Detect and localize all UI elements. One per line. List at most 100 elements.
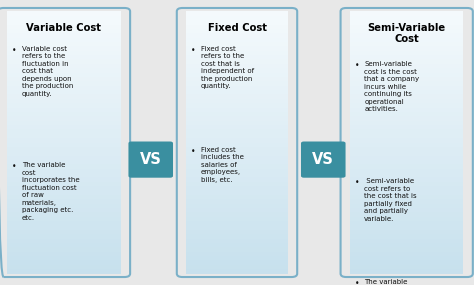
Bar — [8, 203, 120, 208]
Bar — [350, 229, 463, 234]
Bar — [186, 20, 288, 25]
Bar — [8, 76, 120, 81]
Bar — [350, 98, 463, 103]
Bar — [8, 125, 120, 129]
Text: VS: VS — [140, 152, 162, 167]
Bar — [8, 28, 120, 33]
Bar — [8, 251, 120, 256]
Bar — [8, 234, 120, 239]
Bar — [186, 50, 288, 55]
Bar — [350, 107, 463, 112]
Bar — [186, 194, 288, 199]
Bar — [8, 142, 120, 147]
Bar — [350, 251, 463, 256]
Bar — [8, 94, 120, 99]
Bar — [350, 243, 463, 247]
Bar — [350, 59, 463, 64]
Bar — [186, 142, 288, 147]
Bar — [350, 247, 463, 252]
Bar — [186, 269, 288, 274]
Bar — [8, 216, 120, 221]
Bar — [186, 138, 288, 142]
Bar — [186, 151, 288, 156]
Bar — [350, 186, 463, 191]
Bar — [186, 68, 288, 73]
Bar — [8, 50, 120, 55]
Bar — [8, 120, 120, 125]
Bar — [186, 238, 288, 243]
Bar — [350, 125, 463, 129]
Bar — [8, 146, 120, 151]
Bar — [186, 260, 288, 265]
Text: Fixed cost
includes the
salaries of
employees,
bills, etc.: Fixed cost includes the salaries of empl… — [201, 147, 243, 183]
Bar — [350, 103, 463, 107]
Bar — [350, 76, 463, 81]
Bar — [186, 116, 288, 121]
Text: VS: VS — [312, 152, 334, 167]
Bar — [186, 181, 288, 186]
Bar — [350, 120, 463, 125]
Bar — [8, 221, 120, 225]
Bar — [350, 133, 463, 138]
Bar — [8, 20, 120, 25]
Bar — [350, 203, 463, 208]
Bar — [186, 221, 288, 225]
Bar — [186, 24, 288, 29]
Bar — [350, 212, 463, 217]
Bar — [8, 15, 120, 20]
Text: Fixed Cost: Fixed Cost — [208, 23, 266, 33]
Bar — [186, 103, 288, 107]
Bar — [8, 151, 120, 156]
Bar — [350, 181, 463, 186]
Bar — [350, 159, 463, 164]
Bar — [186, 85, 288, 90]
Bar — [350, 221, 463, 225]
Bar — [350, 225, 463, 230]
Text: The variable: The variable — [364, 279, 408, 285]
Bar — [8, 181, 120, 186]
Bar — [350, 89, 463, 94]
FancyBboxPatch shape — [301, 141, 346, 178]
Bar — [350, 33, 463, 38]
Bar — [186, 155, 288, 160]
Bar — [350, 269, 463, 274]
Bar — [186, 81, 288, 86]
Bar — [186, 159, 288, 164]
Bar — [350, 72, 463, 77]
Bar — [186, 168, 288, 173]
Bar — [8, 199, 120, 204]
Bar — [350, 50, 463, 55]
Bar — [350, 24, 463, 29]
Bar — [186, 256, 288, 260]
Bar — [186, 264, 288, 269]
Bar — [350, 111, 463, 116]
Bar — [8, 111, 120, 116]
Bar — [350, 151, 463, 156]
Bar — [186, 186, 288, 191]
Bar — [350, 172, 463, 178]
Bar — [186, 107, 288, 112]
Text: •: • — [355, 279, 359, 285]
Bar — [186, 164, 288, 169]
Bar — [186, 190, 288, 195]
Bar — [186, 225, 288, 230]
Bar — [186, 59, 288, 64]
Bar — [186, 11, 288, 16]
Bar — [350, 11, 463, 16]
Bar — [8, 33, 120, 38]
Text: Semi-variable
cost refers to
the cost that is
partially fixed
and partially
vari: Semi-variable cost refers to the cost th… — [364, 178, 417, 222]
Bar — [350, 207, 463, 212]
Text: Semi-Variable
Cost: Semi-Variable Cost — [368, 23, 446, 44]
Bar — [186, 98, 288, 103]
Bar — [350, 234, 463, 239]
Bar — [350, 20, 463, 25]
Bar — [350, 264, 463, 269]
Bar — [186, 172, 288, 178]
Text: •: • — [191, 147, 195, 156]
Bar — [350, 129, 463, 134]
Bar — [8, 98, 120, 103]
Bar — [186, 41, 288, 46]
Bar — [8, 260, 120, 265]
Bar — [186, 54, 288, 60]
Bar — [350, 168, 463, 173]
